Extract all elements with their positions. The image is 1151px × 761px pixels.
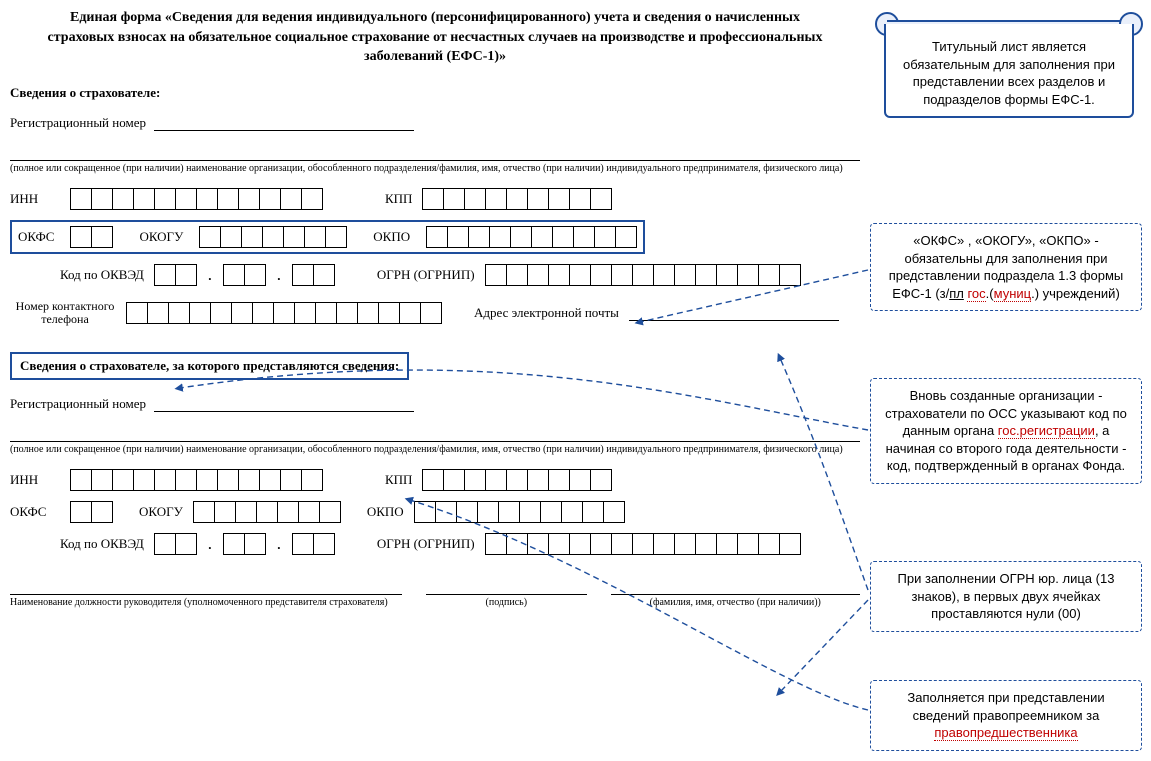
inn-label: ИНН	[10, 191, 60, 207]
signature-row: Наименование должности руководителя (упо…	[10, 581, 860, 608]
reg-number-label-2: Регистрационный номер	[10, 396, 146, 412]
phone-cells[interactable]	[126, 302, 442, 324]
sig-name-cap: (фамилия, имя, отчество (при наличии))	[611, 597, 861, 608]
kpp-label: КПП	[385, 191, 412, 207]
okfs-cells[interactable]	[70, 226, 113, 248]
form-title: Единая форма «Сведения для ведения индив…	[40, 8, 830, 67]
okved-b[interactable]	[223, 264, 266, 286]
okved-ogrn-row-2: Код по ОКВЭД . . ОГРН (ОГРНИП)	[10, 533, 860, 555]
okfs-label-2: ОКФС	[10, 504, 60, 520]
section2-header: Сведения о страхователе, за которого пре…	[20, 358, 399, 374]
kpp-label-2: КПП	[385, 472, 412, 488]
callout-c1: Титульный лист является обязательным для…	[884, 24, 1134, 118]
sig-sign-cap: (подпись)	[426, 597, 586, 608]
form-document: Единая форма «Сведения для ведения индив…	[10, 8, 860, 608]
inn-kpp-row-2: ИНН КПП	[10, 469, 860, 491]
ogrn-label: ОГРН (ОГРНИП)	[377, 267, 475, 283]
okogu-label-2: ОКОГУ	[139, 504, 183, 520]
reg-number-field[interactable]	[154, 115, 414, 131]
okved-b2[interactable]	[223, 533, 266, 555]
okogu-cells-2[interactable]	[193, 501, 341, 523]
sig-sign-line[interactable]	[426, 581, 586, 595]
okogu-label: ОКОГУ	[139, 229, 183, 245]
callout-c5: Заполняется при представлении сведений п…	[870, 680, 1142, 751]
org-caption-2: (полное или сокращенное (при наличии) на…	[10, 444, 860, 455]
ogrn-cells-2[interactable]	[485, 533, 801, 555]
okved-c2[interactable]	[292, 533, 335, 555]
org-name-field-2[interactable]	[10, 428, 860, 442]
okogu-cells[interactable]	[199, 226, 347, 248]
okved-label-2: Код по ОКВЭД	[60, 536, 144, 552]
okfs-label: ОКФС	[18, 229, 54, 245]
inn-label-2: ИНН	[10, 472, 60, 488]
callout-c2: «ОКФС» , «ОКОГУ», «ОКПО» - обязательны д…	[870, 223, 1142, 311]
okpo-cells[interactable]	[426, 226, 637, 248]
callout-c3: Вновь созданные организации - страховате…	[870, 378, 1142, 484]
okpo-label-2: ОКПО	[367, 504, 404, 520]
inn-cells[interactable]	[70, 188, 323, 210]
phone-email-row: Номер контактноготелефона Адрес электрон…	[10, 300, 860, 326]
sig-position-line[interactable]	[10, 581, 402, 595]
sig-position-cap: Наименование должности руководителя (упо…	[10, 597, 402, 608]
section1-header: Сведения о страхователе:	[10, 85, 860, 101]
email-field[interactable]	[629, 305, 839, 321]
org-name-field[interactable]	[10, 147, 860, 161]
okved-a2[interactable]	[154, 533, 197, 555]
okpo-cells-2[interactable]	[414, 501, 625, 523]
kpp-cells[interactable]	[422, 188, 612, 210]
reg-number-field-2[interactable]	[154, 396, 414, 412]
ogrn-label-2: ОГРН (ОГРНИП)	[377, 536, 475, 552]
okved-ogrn-row: Код по ОКВЭД . . ОГРН (ОГРНИП)	[10, 264, 860, 286]
sig-name-line[interactable]	[611, 581, 861, 595]
inn-kpp-row: ИНН КПП	[10, 188, 860, 210]
callout-c4: При заполнении ОГРН юр. лица (13 знаков)…	[870, 561, 1142, 632]
okved-a[interactable]	[154, 264, 197, 286]
ogrn-cells[interactable]	[485, 264, 801, 286]
org-caption: (полное или сокращенное (при наличии) на…	[10, 163, 860, 174]
okfs-cells-2[interactable]	[70, 501, 113, 523]
okved-label: Код по ОКВЭД	[60, 267, 144, 283]
inn-cells-2[interactable]	[70, 469, 323, 491]
okpo-label: ОКПО	[373, 229, 410, 245]
kpp-cells-2[interactable]	[422, 469, 612, 491]
okfs-row-2: ОКФС ОКОГУ ОКПО	[10, 501, 860, 523]
reg-number-label: Регистрационный номер	[10, 115, 146, 131]
phone-label: Номер контактноготелефона	[10, 300, 120, 326]
okfs-okogu-okpo-box: ОКФС ОКОГУ ОКПО	[10, 220, 645, 254]
email-label: Адрес электронной почты	[474, 305, 619, 321]
section2-box: Сведения о страхователе, за которого пре…	[10, 352, 409, 380]
okved-c[interactable]	[292, 264, 335, 286]
